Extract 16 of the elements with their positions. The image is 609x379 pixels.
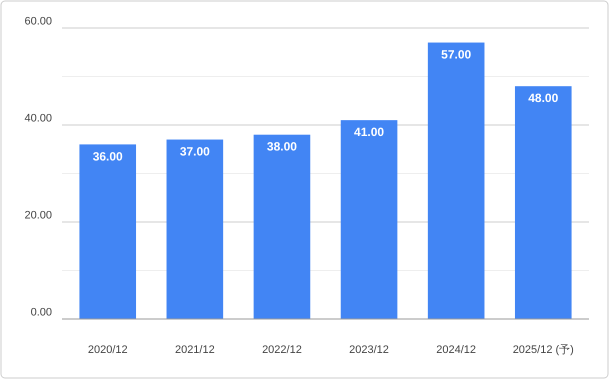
x-tick-label: 2022/12 — [262, 344, 302, 356]
data-label: 38.00 — [266, 140, 298, 154]
data-label: 48.00 — [528, 91, 559, 106]
y-tick-label: 20.00 — [24, 210, 52, 222]
y-tick-label: 60.00 — [24, 16, 52, 28]
x-tick-label: 2021/12 — [174, 344, 215, 356]
x-tick-label: 2024/12 — [436, 344, 476, 356]
data-label: 57.00 — [441, 48, 472, 62]
x-tick-label: 2023/12 — [349, 344, 389, 356]
data-label: 41.00 — [354, 125, 384, 140]
x-tick-label: 2025/12 (予) — [512, 344, 574, 356]
y-tick-label: 0.00 — [30, 306, 52, 319]
data-label: 37.00 — [180, 144, 210, 159]
data-label: 36.00 — [92, 149, 124, 164]
y-tick-label: 40.00 — [24, 112, 52, 125]
x-tick-label: 2020/12 — [88, 344, 128, 356]
